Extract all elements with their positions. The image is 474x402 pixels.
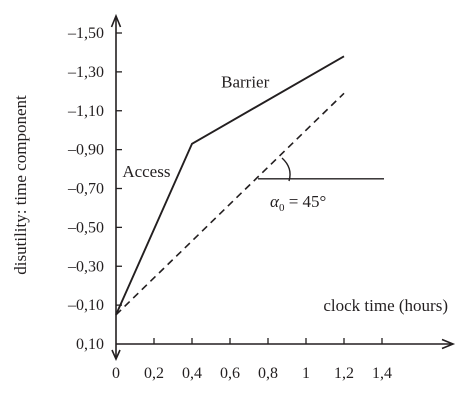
angle-arc: [281, 157, 291, 182]
y-tick-label: 0,10: [76, 336, 104, 353]
series-layer: [115, 55, 345, 316]
y-axis-arrow: [110, 13, 122, 28]
y-axis-label: disutility: time component: [11, 95, 30, 275]
y-tick-label: –1,30: [67, 64, 104, 81]
annotation-layer: clock time (hours) disutility: time comp…: [11, 72, 448, 315]
dashed-reference-line: [115, 92, 345, 316]
annotation-barrier: Barrier: [221, 72, 269, 91]
y-axis-bottom-arrow: [111, 349, 121, 361]
x-tick-label: 0: [112, 365, 120, 382]
angle-label: α0 = 45°: [270, 192, 326, 214]
y-tick-label: –0,90: [67, 142, 104, 159]
y-tick-label: –1,10: [67, 103, 104, 120]
y-tick-label: –0,10: [67, 297, 104, 314]
y-tick-label: –0,30: [67, 258, 104, 275]
annotation-access: Access: [122, 162, 170, 181]
x-axis-arrow: [441, 338, 456, 350]
x-tick-label: 1,2: [334, 365, 354, 382]
x-tick-label: 0,4: [182, 365, 202, 382]
axes-layer: 0,10 –0,10 –0,30 –0,50 –0,70 –0,90 –1,10 –1,30 –…: [67, 13, 456, 382]
x-tick-label: 1: [302, 365, 310, 382]
y-tick-label: –0,50: [67, 219, 104, 236]
x-tick-label: 1,4: [372, 365, 392, 382]
x-tick-label: 0,8: [258, 365, 278, 382]
solid-series-line: [115, 55, 345, 316]
y-tick-label: –0,70: [67, 181, 104, 198]
x-axis-label: clock time (hours): [323, 296, 448, 315]
y-tick-label: –1,50: [67, 25, 104, 42]
x-tick-label: 0,2: [144, 365, 164, 382]
x-tick-label: 0,6: [220, 365, 240, 382]
